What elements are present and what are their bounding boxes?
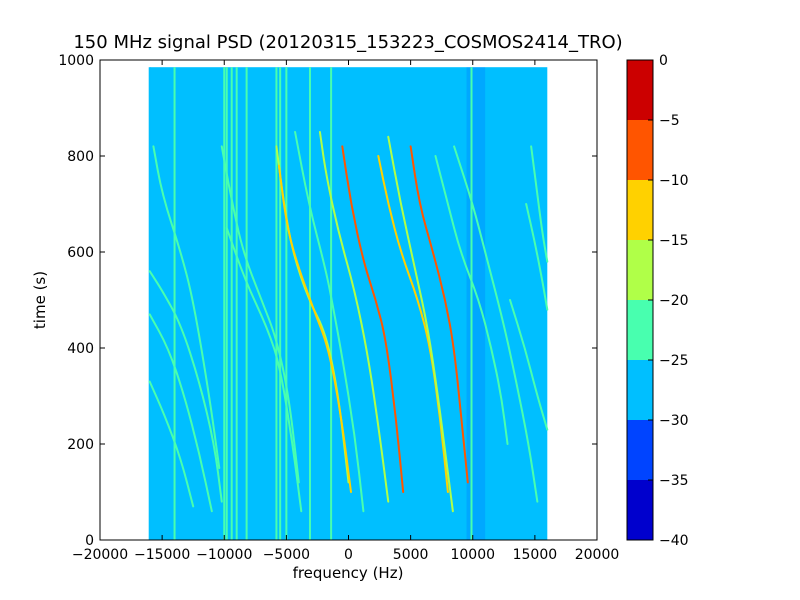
y-tick-label: 1000: [58, 53, 94, 69]
colorbar-segment: [627, 120, 653, 180]
doppler-trace: [148, 380, 195, 508]
colorbar-tick-label: −20: [659, 293, 689, 309]
colorbar-tick-label: −40: [659, 533, 689, 549]
chart-title: 150 MHz signal PSD (20120315_153223_COSM…: [73, 32, 622, 53]
y-axis-label: time (s): [31, 271, 49, 329]
doppler-trace: [453, 145, 539, 503]
x-tick-label: 0: [344, 547, 353, 563]
x-tick-label: 10000: [450, 547, 495, 563]
colorbar-tick-label: −35: [659, 473, 689, 489]
doppler-trace: [148, 313, 213, 513]
doppler-trace: [152, 145, 221, 469]
doppler-trace: [509, 299, 549, 431]
colorbar-segment: [627, 180, 653, 240]
y-tick-label: 600: [67, 245, 94, 261]
colorbar-segment: [627, 480, 653, 540]
x-tick-label: 20000: [575, 547, 620, 563]
plot-area: [148, 67, 549, 540]
colorbar-segment: [627, 360, 653, 420]
noise-band: [466, 67, 486, 540]
colorbar-tick-label: 0: [659, 53, 668, 69]
colorbar-tick-label: −30: [659, 413, 689, 429]
x-axis: −20000 −15000 −10000 −5000 0 5000 10000 15000 20…: [72, 60, 619, 563]
doppler-trace: [530, 145, 549, 263]
colorbar-segment: [627, 300, 653, 360]
y-axis: 0 200 400 600 800 1000: [58, 53, 597, 549]
colorbar-tick-label: −25: [659, 353, 689, 369]
x-tick-label: −20000: [72, 547, 128, 563]
x-tick-label: 5000: [393, 547, 429, 563]
doppler-trace: [294, 131, 365, 513]
colorbar-segment: [627, 420, 653, 480]
doppler-trace: [341, 145, 405, 493]
doppler-trace: [387, 135, 454, 513]
doppler-trace: [220, 145, 300, 484]
colorbar-segment: [627, 60, 653, 120]
doppler-trace: [148, 270, 223, 503]
y-tick-label: 400: [67, 341, 94, 357]
colorbar-tick-label: −5: [659, 113, 680, 129]
x-tick-label: −15000: [134, 547, 190, 563]
x-tick-label: 15000: [513, 547, 558, 563]
doppler-trace: [409, 145, 469, 484]
doppler-trace: [318, 131, 390, 503]
x-tick-label: −5000: [263, 547, 310, 563]
doppler-trace: [434, 155, 509, 445]
doppler-trace: [277, 164, 352, 493]
doppler-trace: [225, 227, 303, 513]
y-tick-label: 200: [67, 437, 94, 453]
colorbar-tick-label: −10: [659, 173, 689, 189]
colorbar: −40 −35 −30 −25 −20 −15 −10 −5 0: [626, 53, 689, 549]
x-tick-label: −10000: [196, 547, 252, 563]
doppler-trace: [525, 203, 549, 311]
colorbar-tick-label: −15: [659, 233, 689, 249]
x-axis-label: frequency (Hz): [293, 564, 404, 582]
y-tick-label: 0: [85, 533, 94, 549]
colorbar-segment: [627, 240, 653, 300]
y-tick-label: 800: [67, 149, 94, 165]
